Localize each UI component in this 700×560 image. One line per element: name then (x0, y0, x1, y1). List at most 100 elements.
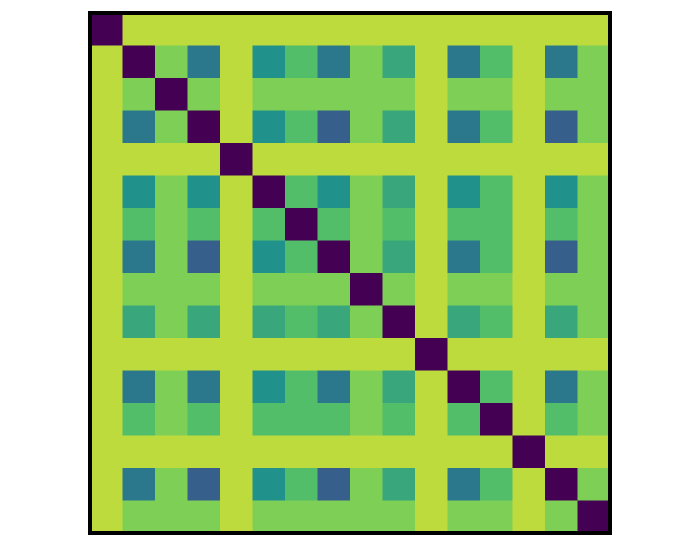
heatmap-cell (122, 175, 156, 209)
heatmap-cell (285, 305, 318, 339)
heatmap-cell (415, 45, 448, 79)
heatmap-cell (545, 305, 578, 339)
heatmap-cell (90, 240, 123, 274)
heatmap-cell (480, 240, 513, 274)
heatmap-cell (122, 78, 156, 111)
heatmap-cell (220, 468, 253, 501)
heatmap-cell (317, 45, 351, 79)
heatmap-cell (350, 45, 383, 79)
heatmap-cell (415, 13, 448, 46)
heatmap-cell (447, 305, 481, 339)
heatmap-cell (545, 208, 578, 241)
heatmap-cell (187, 435, 221, 469)
heatmap-cell (545, 45, 578, 79)
heatmap-cell (122, 110, 156, 144)
heatmap-cell (577, 370, 611, 404)
heatmap-cell (122, 338, 156, 371)
heatmap-cell (480, 143, 513, 176)
heatmap-cell (512, 45, 546, 79)
heatmap-cell (187, 273, 221, 306)
heatmap-cell (447, 13, 481, 46)
heatmap-cell (415, 78, 448, 111)
heatmap-cell (187, 13, 221, 46)
heatmap-cell (350, 175, 383, 209)
heatmap-cell (480, 338, 513, 371)
heatmap-cell (285, 175, 318, 209)
heatmap-cell (415, 143, 448, 176)
heatmap-cell (285, 468, 318, 501)
heatmap-cell (415, 500, 448, 534)
heatmap-cell (577, 500, 611, 534)
heatmap-cell (252, 45, 286, 79)
heatmap-cell (415, 468, 448, 501)
heatmap-cell (317, 403, 351, 436)
heatmap-cell (577, 143, 611, 176)
heatmap-cell (577, 240, 611, 274)
heatmap-cell (155, 305, 188, 339)
heatmap-cell (415, 305, 448, 339)
heatmap-cell (155, 110, 188, 144)
heatmap-cell (90, 338, 123, 371)
heatmap-cell (447, 208, 481, 241)
heatmap-cell (350, 500, 383, 534)
heatmap-cell (577, 208, 611, 241)
heatmap-cell (447, 370, 481, 404)
heatmap-cell (577, 338, 611, 371)
heatmap-cell (512, 240, 546, 274)
heatmap-cell (122, 305, 156, 339)
heatmap-cell (155, 240, 188, 274)
heatmap-cell (187, 175, 221, 209)
heatmap-cell (382, 370, 416, 404)
heatmap-cell (317, 273, 351, 306)
heatmap-cell (480, 273, 513, 306)
heatmap-cell (90, 435, 123, 469)
heatmap-cell (545, 338, 578, 371)
heatmap-cell (285, 500, 318, 534)
heatmap-cell (480, 403, 513, 436)
heatmap-cell (122, 143, 156, 176)
heatmap-cell (155, 175, 188, 209)
heatmap-cell (122, 403, 156, 436)
heatmap-cell (285, 273, 318, 306)
heatmap-cell (382, 468, 416, 501)
heatmap-cell (545, 110, 578, 144)
heatmap-cell (252, 273, 286, 306)
heatmap-cell (480, 13, 513, 46)
heatmap-cell (545, 370, 578, 404)
heatmap-cell (220, 175, 253, 209)
heatmap-cell (447, 273, 481, 306)
heatmap-cell (155, 13, 188, 46)
heatmap-cell (512, 110, 546, 144)
heatmap-cell (90, 273, 123, 306)
heatmap-cell (155, 435, 188, 469)
heatmap-cell (155, 370, 188, 404)
heatmap-cell (415, 403, 448, 436)
heatmap-cell (382, 78, 416, 111)
heatmap-cell (545, 435, 578, 469)
heatmap-cell (480, 208, 513, 241)
heatmap-cell (512, 13, 546, 46)
heatmap-cell (577, 175, 611, 209)
heatmap-cell (350, 78, 383, 111)
heatmap-cell (220, 13, 253, 46)
heatmap-cell (220, 370, 253, 404)
heatmap-cell (285, 143, 318, 176)
heatmap-cell (187, 45, 221, 79)
heatmap-cell (155, 45, 188, 79)
heatmap-cell (187, 143, 221, 176)
heatmap-cell (252, 13, 286, 46)
heatmap-cell (122, 500, 156, 534)
heatmap-cell (512, 435, 546, 469)
heatmap-cell (317, 78, 351, 111)
heatmap-cell (285, 403, 318, 436)
heatmap-cell (252, 403, 286, 436)
heatmap-cell (382, 435, 416, 469)
heatmap-cell (382, 13, 416, 46)
heatmap-cell (90, 78, 123, 111)
heatmap-cell (480, 175, 513, 209)
heatmap-cell (317, 305, 351, 339)
heatmap-cell (187, 208, 221, 241)
heatmap-cell (545, 13, 578, 46)
heatmap-cell (220, 435, 253, 469)
